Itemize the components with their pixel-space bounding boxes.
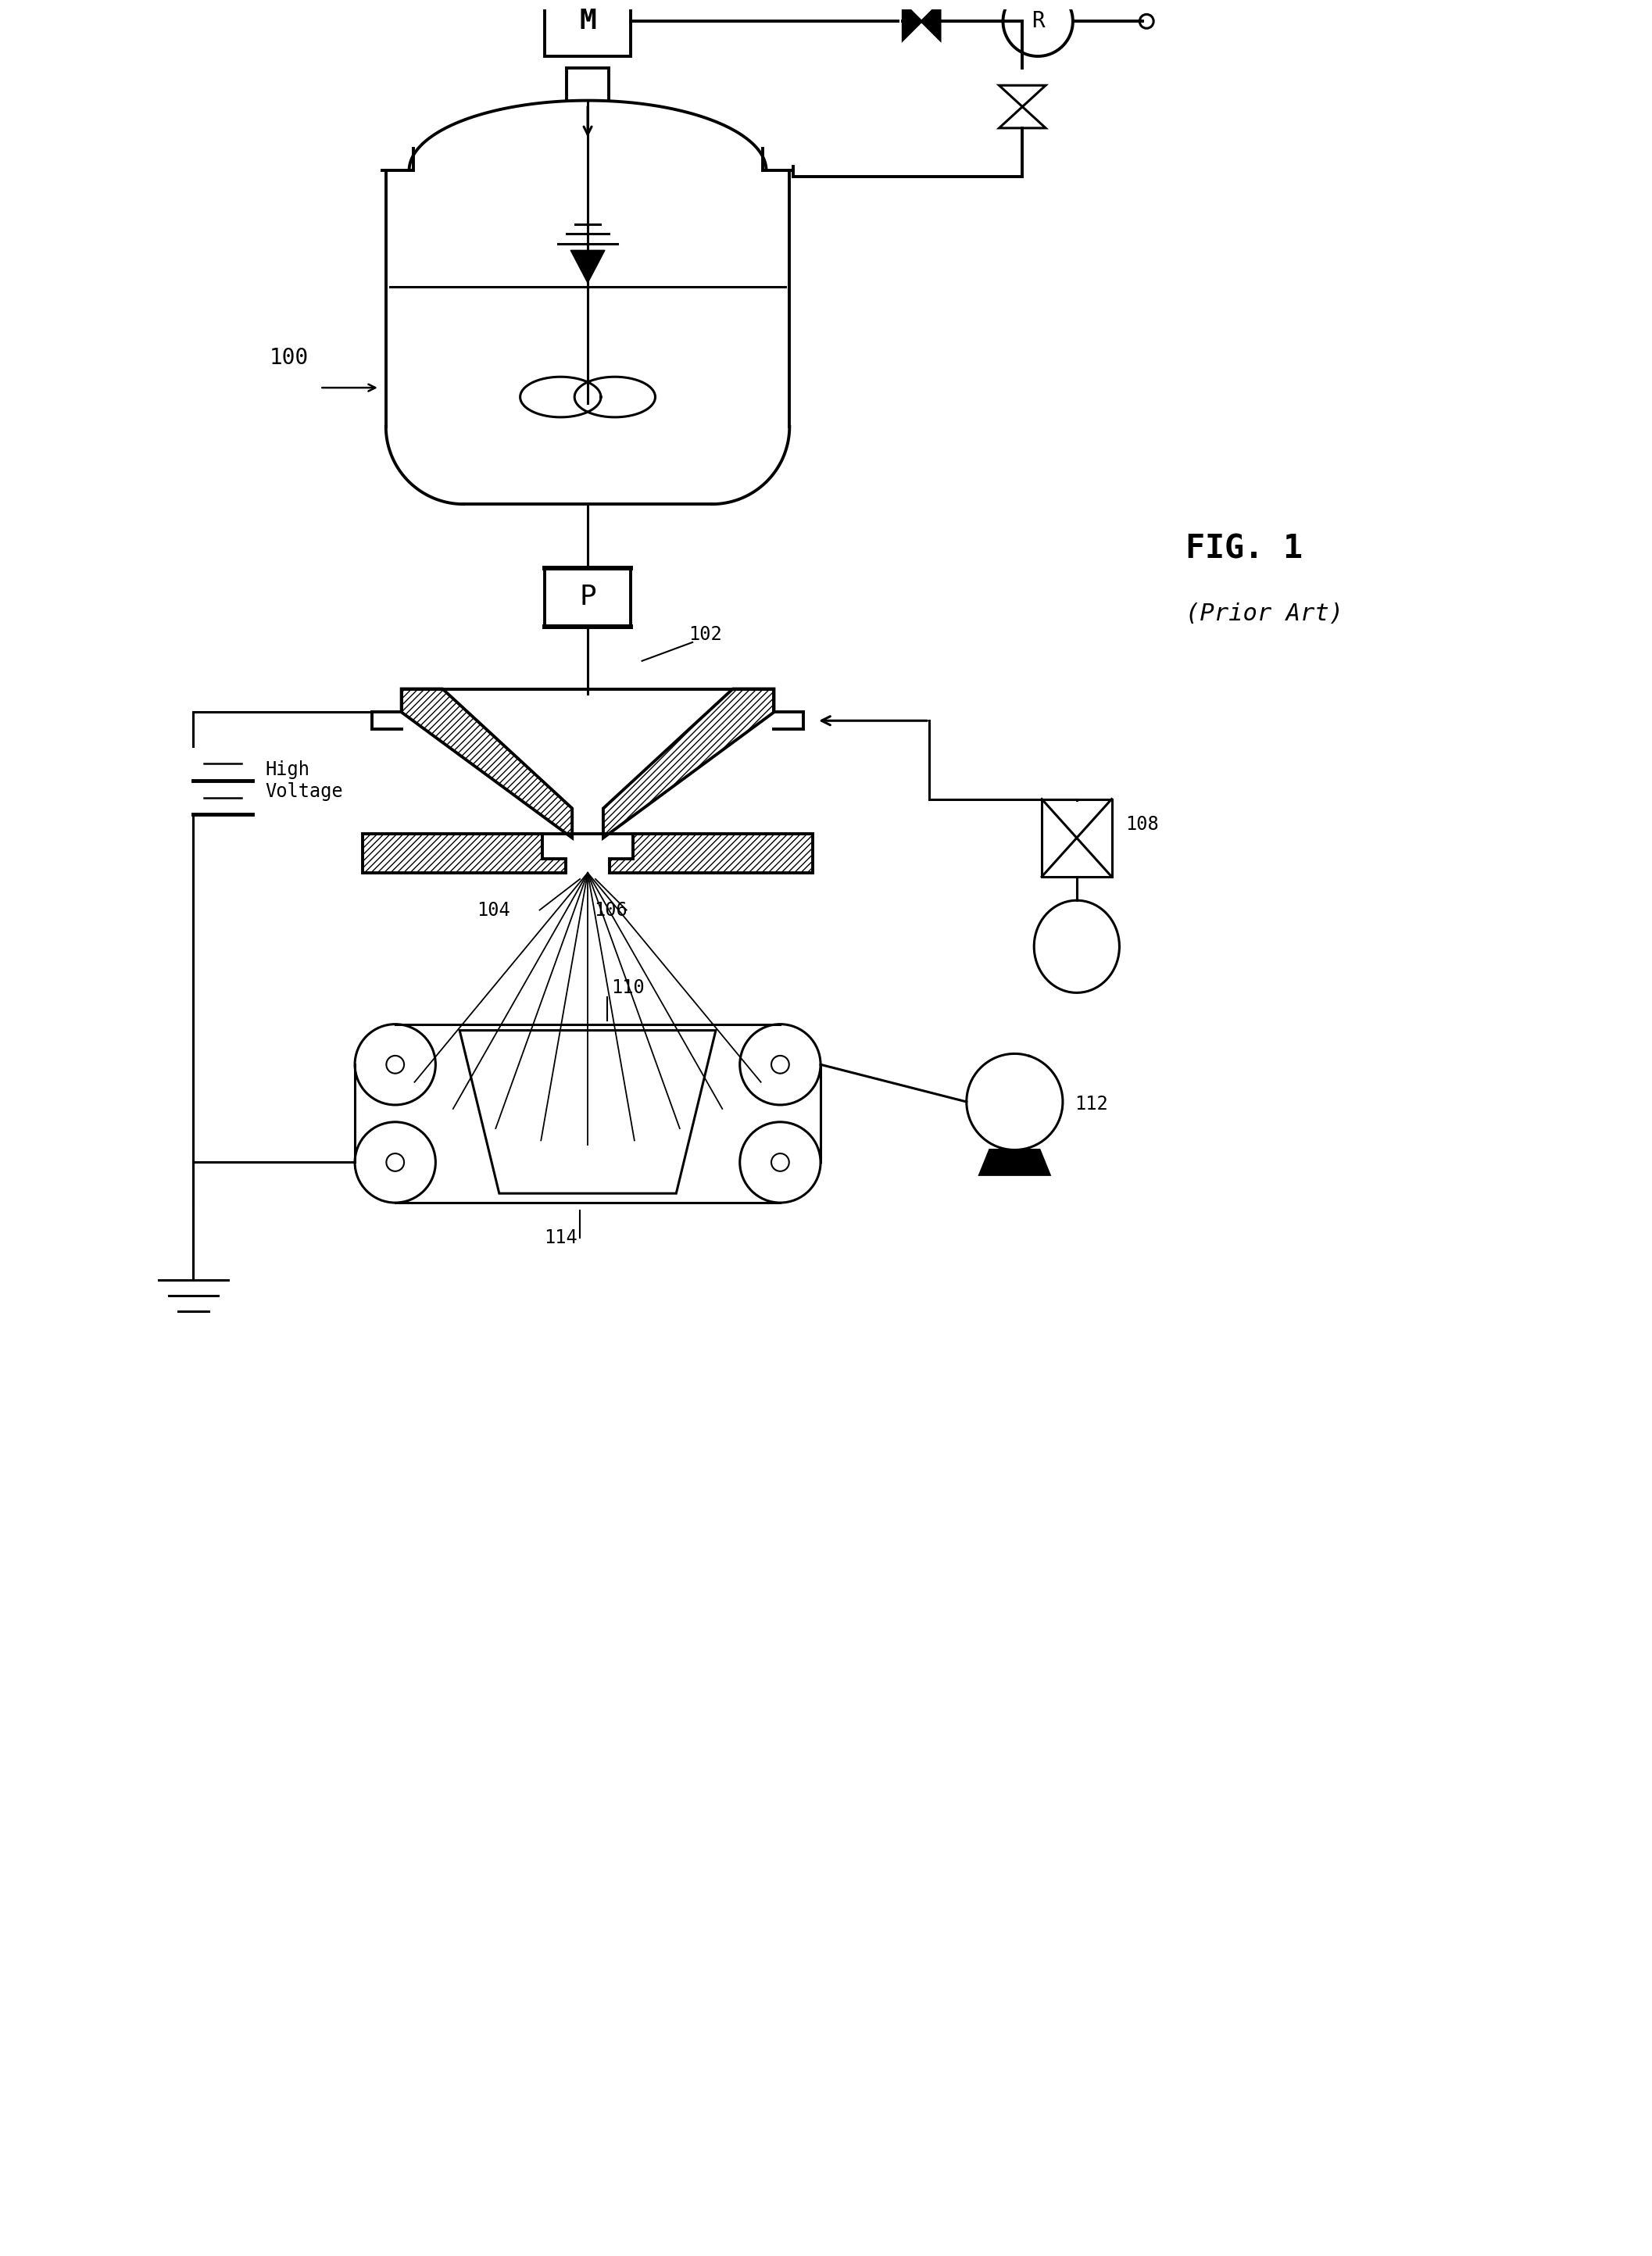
- Polygon shape: [980, 1151, 1049, 1175]
- Bar: [545, 0, 631, 56]
- Text: FIG. 1: FIG. 1: [1186, 532, 1303, 566]
- Polygon shape: [362, 835, 567, 873]
- Text: 112: 112: [1074, 1094, 1108, 1114]
- Text: 104: 104: [477, 900, 510, 920]
- Polygon shape: [603, 688, 775, 837]
- Text: 110: 110: [611, 979, 644, 997]
- Polygon shape: [401, 688, 572, 837]
- Text: 106: 106: [595, 900, 628, 920]
- Text: (Prior Art): (Prior Art): [1186, 602, 1343, 625]
- Text: P: P: [580, 584, 596, 611]
- Text: 114: 114: [544, 1227, 577, 1248]
- Bar: [1042, 799, 1112, 878]
- Polygon shape: [904, 2, 940, 41]
- Text: R: R: [1031, 11, 1044, 32]
- Text: 100: 100: [269, 347, 309, 370]
- Text: 102: 102: [689, 625, 722, 643]
- Text: 108: 108: [1125, 814, 1160, 835]
- Bar: [545, 569, 631, 627]
- Text: M: M: [580, 9, 596, 34]
- Polygon shape: [610, 835, 813, 873]
- Text: High
Voltage: High Voltage: [266, 760, 344, 801]
- Polygon shape: [570, 250, 605, 282]
